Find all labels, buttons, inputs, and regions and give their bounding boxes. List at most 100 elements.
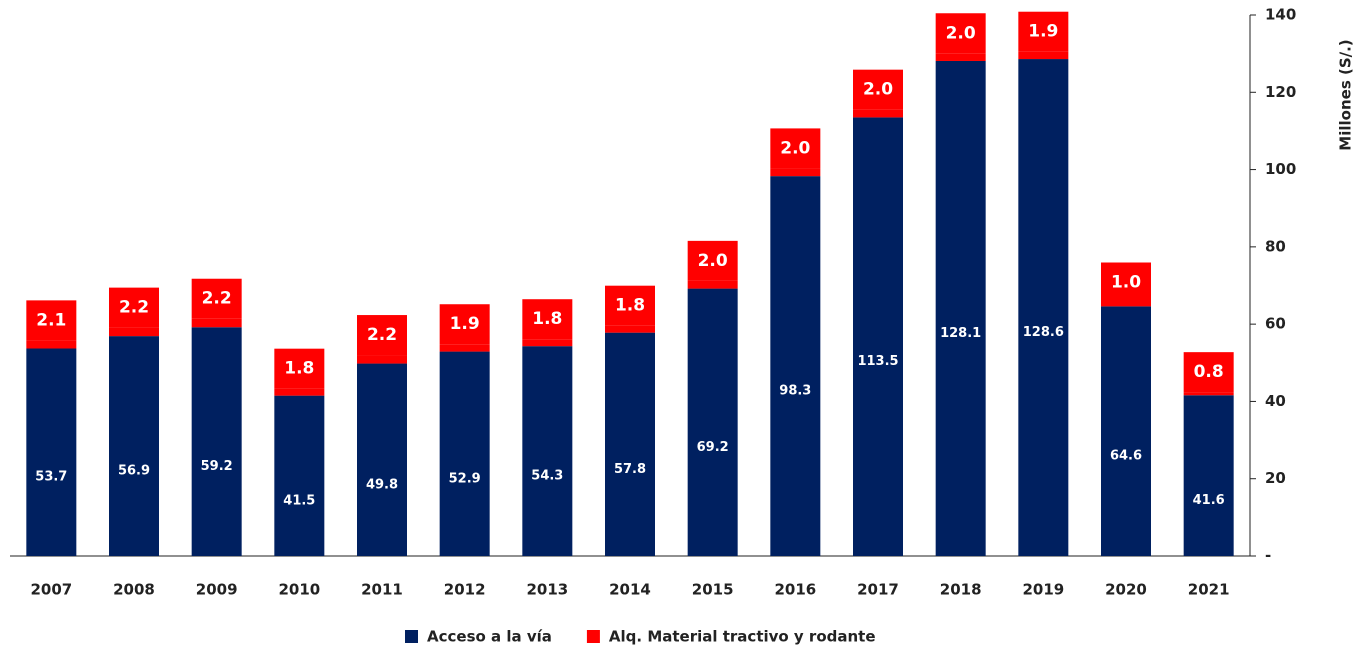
value-label: 2.0 (698, 251, 728, 271)
bar-segment (191, 327, 242, 556)
value-label: 41.5 (283, 493, 315, 508)
value-label: 1.0 (1111, 273, 1141, 293)
value-label: 54.3 (531, 469, 563, 484)
bar-segment (1018, 51, 1069, 60)
label-box (853, 69, 903, 110)
bar-segment (191, 318, 242, 328)
bar-segment (605, 325, 655, 333)
value-label: 1.8 (615, 296, 645, 316)
bar-segment (1018, 59, 1069, 556)
x-tick-label: 2017 (857, 581, 899, 599)
legend-label: Alq. Material tractivo y rodante (609, 628, 876, 646)
y-tick-label: 20 (1265, 469, 1286, 487)
bar-segment (26, 348, 77, 556)
bar-segment (109, 327, 159, 337)
label-box (26, 300, 77, 341)
legend-swatch (586, 630, 600, 643)
bar-segment (522, 339, 573, 347)
value-label: 2.0 (780, 138, 810, 158)
value-label: 59.2 (201, 459, 233, 474)
label-box (522, 299, 573, 340)
value-label: 2.0 (863, 80, 893, 100)
label-box (439, 304, 490, 345)
y-tick-label: 100 (1265, 160, 1296, 178)
x-tick-label: 2020 (1105, 581, 1147, 599)
y-axis-label: Millones (S/.) (1337, 39, 1355, 150)
value-label: 2.1 (36, 310, 66, 330)
bar-segment (853, 117, 903, 557)
value-label: 1.9 (1028, 22, 1058, 42)
bar-segment (109, 336, 159, 556)
y-tick-label: 80 (1265, 237, 1286, 255)
bar-segment (439, 351, 490, 556)
label-box (1101, 262, 1151, 303)
bar-segment (522, 346, 573, 556)
label-box (109, 287, 159, 328)
value-label: 1.9 (450, 314, 480, 334)
bar-segment (26, 340, 77, 349)
bar-segment (1101, 306, 1151, 556)
value-label: 41.6 (1193, 493, 1225, 508)
value-label: 2.2 (367, 325, 397, 345)
bar-segment (605, 332, 655, 556)
value-label: 2.2 (202, 289, 232, 309)
x-tick-label: 2010 (278, 581, 320, 599)
value-label: 49.8 (366, 477, 398, 492)
x-tick-label: 2015 (692, 581, 734, 599)
bar-segment (770, 168, 821, 177)
x-tick-label: 2019 (1022, 581, 1064, 599)
bar-segment (770, 176, 821, 556)
bar-segment (853, 109, 903, 118)
value-label: 128.6 (1023, 325, 1064, 340)
bar-segment (1183, 392, 1234, 396)
value-label: 1.8 (284, 359, 314, 379)
x-tick-label: 2018 (940, 581, 982, 599)
x-tick-label: 2012 (444, 581, 486, 599)
label-box (770, 128, 821, 169)
value-label: 53.7 (35, 470, 67, 485)
y-tick-label: 40 (1265, 392, 1286, 410)
value-label: 57.8 (614, 462, 646, 477)
value-label: 128.1 (940, 326, 981, 341)
y-tick-label: 60 (1265, 315, 1286, 333)
value-label: 2.2 (119, 298, 149, 318)
label-box (191, 278, 242, 319)
x-tick-label: 2013 (526, 581, 568, 599)
bar-segment (274, 388, 325, 396)
bar-segment (1101, 302, 1151, 307)
label-box (687, 240, 738, 281)
label-box (605, 285, 655, 326)
bar-segment (687, 288, 738, 556)
value-label: 0.8 (1194, 362, 1224, 382)
x-tick-label: 2021 (1188, 581, 1230, 599)
bar-segment (274, 395, 325, 556)
y-tick-label: 120 (1265, 83, 1296, 101)
value-label: 98.3 (779, 384, 811, 399)
bar-segment (357, 363, 407, 556)
value-label: 69.2 (697, 440, 729, 455)
value-label: 52.9 (449, 471, 481, 486)
y-tick-label: - (1265, 547, 1271, 565)
x-tick-label: 2007 (30, 581, 72, 599)
bar-segment (1183, 395, 1234, 556)
label-box (935, 13, 986, 54)
bar-segment (935, 60, 986, 557)
x-tick-label: 2016 (774, 581, 816, 599)
bar-segment (935, 53, 986, 61)
legend-label: Acceso a la vía (427, 628, 552, 646)
bar-segment (357, 355, 407, 364)
label-box (1183, 352, 1234, 393)
x-tick-label: 2009 (196, 581, 238, 599)
value-label: 64.6 (1110, 449, 1142, 464)
bar-segment (687, 280, 738, 289)
value-label: 1.8 (532, 309, 562, 329)
x-tick-label: 2014 (609, 581, 651, 599)
x-tick-label: 2008 (113, 581, 155, 599)
label-box (274, 348, 325, 389)
value-label: 2.0 (946, 23, 976, 43)
value-label: 113.5 (857, 354, 898, 369)
bar-segment (439, 344, 490, 352)
label-box (357, 315, 407, 356)
label-box (1018, 11, 1069, 52)
